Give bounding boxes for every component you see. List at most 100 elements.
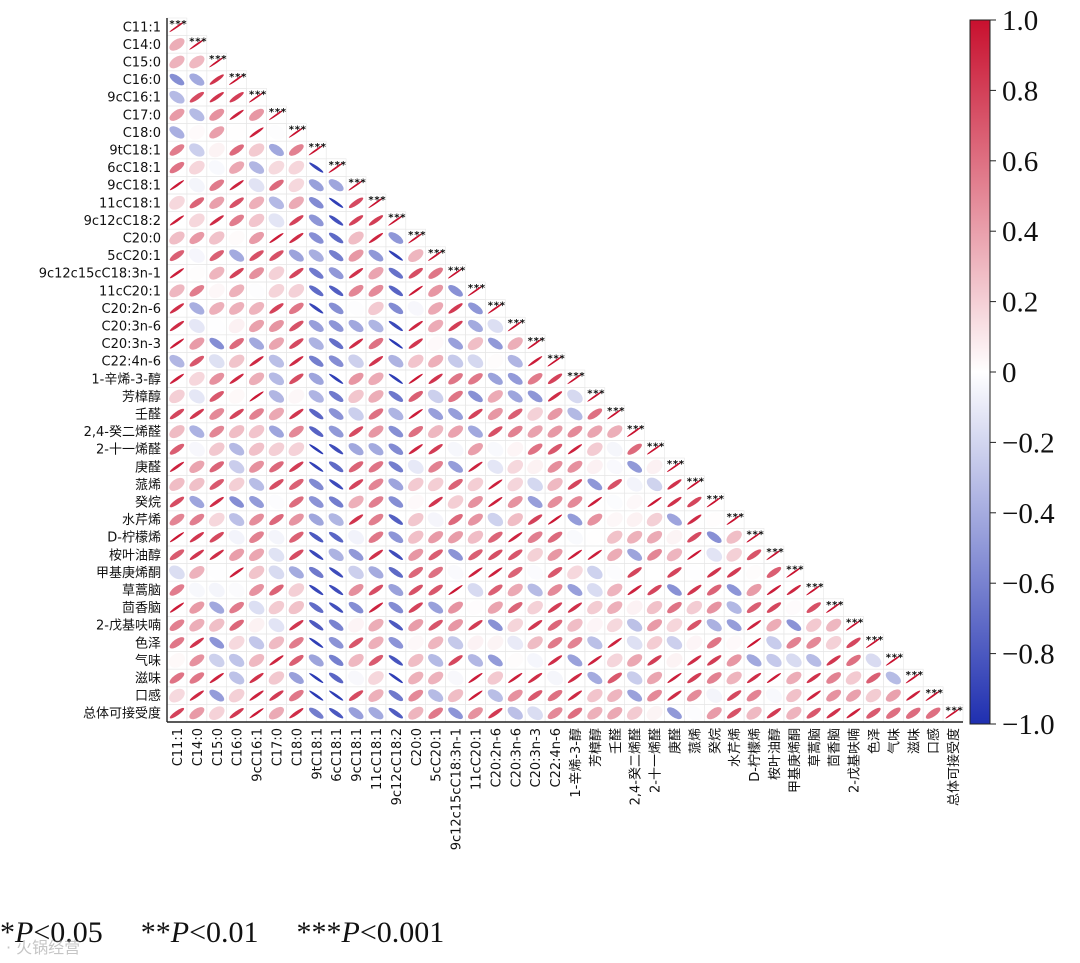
correlation-ellipse <box>249 548 265 562</box>
correlation-ellipse <box>368 636 384 650</box>
y-tick-label: 9c12cC18:2 <box>84 214 161 229</box>
correlation-ellipse <box>428 584 443 596</box>
correlation-ellipse <box>428 636 444 650</box>
correlation-ellipse <box>368 301 384 316</box>
significance-stars: *** <box>209 54 227 65</box>
correlation-ellipse <box>507 513 523 527</box>
correlation-ellipse <box>428 601 444 614</box>
correlation-ellipse <box>606 565 623 580</box>
correlation-ellipse <box>567 654 583 667</box>
correlation-ellipse <box>289 267 304 279</box>
correlation-ellipse <box>248 442 265 456</box>
correlation-ellipse <box>508 408 523 420</box>
correlation-ellipse <box>428 408 444 420</box>
correlation-ellipse <box>368 671 384 685</box>
correlation-ellipse <box>785 600 802 615</box>
correlation-ellipse <box>209 549 224 560</box>
correlation-ellipse <box>328 672 344 684</box>
correlation-ellipse <box>547 619 563 631</box>
correlation-ellipse <box>786 584 801 596</box>
correlation-ellipse <box>488 567 503 578</box>
correlation-ellipse <box>448 408 463 420</box>
correlation-ellipse <box>209 461 225 473</box>
correlation-ellipse <box>826 708 841 719</box>
correlation-ellipse <box>507 441 524 457</box>
correlation-ellipse <box>169 408 185 420</box>
x-tick-label: 11cC18:1 <box>370 728 385 790</box>
correlation-ellipse <box>765 688 782 703</box>
correlation-ellipse <box>587 425 603 438</box>
correlation-ellipse <box>229 109 244 120</box>
correlation-ellipse <box>468 619 483 631</box>
correlation-ellipse <box>248 301 265 315</box>
correlation-ellipse <box>368 319 384 333</box>
correlation-ellipse <box>408 566 424 578</box>
correlation-ellipse <box>388 285 404 297</box>
correlation-ellipse <box>567 460 583 473</box>
correlation-ellipse <box>448 619 464 632</box>
colorbar-tick-label: 0.8 <box>1002 75 1038 107</box>
correlation-ellipse <box>328 636 344 649</box>
correlation-ellipse <box>229 197 244 209</box>
correlation-ellipse <box>408 512 424 527</box>
correlation-ellipse <box>846 654 861 667</box>
significance-stars: *** <box>607 406 625 417</box>
correlation-ellipse <box>606 653 623 668</box>
correlation-ellipse <box>329 444 344 455</box>
correlation-ellipse <box>487 459 504 474</box>
correlation-ellipse <box>169 144 185 156</box>
correlation-ellipse <box>626 512 643 527</box>
correlation-ellipse <box>587 583 603 597</box>
correlation-ellipse <box>448 390 463 403</box>
correlation-ellipse <box>487 407 503 421</box>
correlation-ellipse <box>428 496 443 508</box>
correlation-ellipse <box>448 320 463 332</box>
correlation-ellipse <box>607 479 622 490</box>
legend-stars: *** <box>296 916 342 949</box>
correlation-ellipse <box>626 706 643 720</box>
correlation-ellipse <box>408 390 423 402</box>
correlation-ellipse <box>607 548 623 562</box>
correlation-ellipse <box>706 672 722 684</box>
correlation-ellipse <box>169 389 185 404</box>
correlation-ellipse <box>607 583 623 597</box>
correlation-ellipse <box>408 408 423 420</box>
correlation-ellipse <box>268 390 285 403</box>
correlation-ellipse <box>388 373 403 384</box>
significance-stars: *** <box>667 459 685 470</box>
correlation-ellipse <box>726 514 742 525</box>
correlation-ellipse <box>388 338 403 349</box>
correlation-ellipse <box>248 600 265 615</box>
x-tick-label: 草蒿脑 <box>808 728 823 767</box>
correlation-ellipse <box>169 688 185 703</box>
correlation-ellipse <box>885 655 901 666</box>
correlation-ellipse <box>328 320 344 332</box>
correlation-ellipse <box>328 302 344 315</box>
correlation-ellipse <box>169 354 185 368</box>
correlation-ellipse <box>467 443 483 456</box>
correlation-ellipse <box>428 250 444 261</box>
correlation-ellipse <box>408 548 424 561</box>
correlation-ellipse <box>408 354 424 368</box>
correlation-ellipse <box>646 443 663 455</box>
correlation-ellipse <box>388 531 404 544</box>
correlation-ellipse <box>308 707 324 719</box>
y-tick-label: C18:0 <box>123 126 161 141</box>
correlation-ellipse <box>746 706 762 720</box>
significance-stars: *** <box>328 160 346 171</box>
correlation-ellipse <box>746 689 762 702</box>
y-tick-label: 2-戊基呋喃 <box>96 619 161 634</box>
correlation-ellipse <box>845 619 862 631</box>
y-tick-label: 甲基庚烯酮 <box>96 565 161 581</box>
legend-stars: * <box>0 916 15 949</box>
ellipse-matrix: ****************************************… <box>166 17 964 723</box>
correlation-ellipse <box>289 496 304 508</box>
correlation-ellipse <box>507 602 523 614</box>
correlation-ellipse <box>308 179 324 192</box>
correlation-ellipse <box>666 529 683 545</box>
x-tick-label: 滋味 <box>907 728 922 754</box>
correlation-ellipse <box>428 319 444 333</box>
correlation-ellipse <box>329 584 344 596</box>
correlation-ellipse <box>547 425 563 438</box>
